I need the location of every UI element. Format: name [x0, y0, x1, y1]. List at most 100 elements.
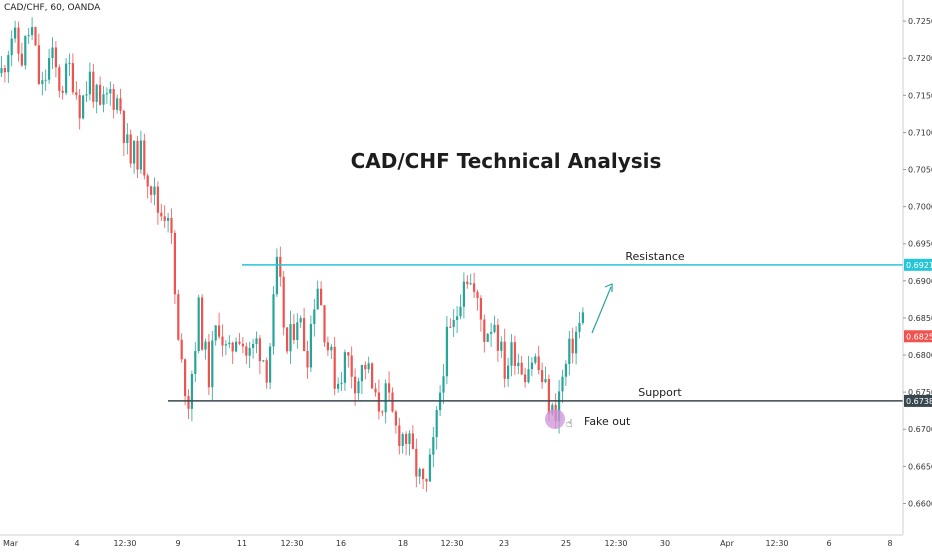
candle	[452, 309, 455, 337]
candle	[92, 63, 95, 108]
candle-body	[360, 365, 363, 382]
candle-body	[139, 140, 142, 170]
candle-body	[313, 309, 316, 325]
candle-body	[0, 68, 3, 74]
x-axis[interactable]: Mar 4 12:30 9 11 12:30 16 18 12:30 23 25 12:30 30 Apr…	[0, 534, 903, 548]
candle	[170, 208, 173, 244]
candle	[139, 130, 142, 175]
candle	[65, 58, 68, 96]
candle	[248, 341, 251, 369]
resistance-price-tag	[904, 258, 932, 271]
candle	[581, 307, 584, 325]
candle-body	[105, 93, 108, 95]
candle-body	[14, 27, 17, 39]
candle-body	[61, 90, 64, 93]
candle	[129, 129, 132, 168]
candle	[160, 204, 163, 221]
candle-body	[405, 434, 408, 444]
chart-title: CAD/CHF Technical Analysis	[351, 149, 662, 173]
candle-body	[544, 379, 547, 383]
candle	[231, 341, 234, 364]
candle-body	[99, 84, 102, 105]
candle-body	[418, 468, 421, 477]
candle	[282, 271, 285, 336]
candle-body	[231, 342, 234, 352]
candle-body	[245, 346, 248, 356]
candle	[486, 332, 489, 343]
candle	[279, 246, 282, 287]
candle	[354, 368, 357, 406]
candle-body	[326, 342, 329, 351]
candle-body	[34, 27, 37, 46]
x-tick-label: 11	[237, 539, 247, 548]
candle	[456, 305, 459, 334]
candle-body	[214, 325, 217, 341]
candle	[483, 314, 486, 353]
x-tick-label: 9	[175, 539, 180, 548]
candles-group	[0, 17, 584, 492]
x-tick-label: 12:30	[604, 539, 627, 548]
candle-body	[320, 288, 323, 306]
candle-body	[109, 89, 112, 94]
candle-body	[350, 355, 353, 377]
candle-body	[411, 433, 414, 449]
candle-body	[119, 98, 122, 111]
x-tick-label: 12:30	[440, 539, 463, 548]
y-axis[interactable]: 0.72500 0.72000 0.71500 0.71000 0.70500 0.700…	[902, 0, 932, 535]
candle-body	[269, 346, 272, 383]
candle	[122, 109, 125, 156]
projection-arrow-head	[604, 283, 613, 292]
candle-body	[143, 140, 146, 176]
y-tick-label: 0.68000	[908, 351, 932, 360]
candle-body	[398, 425, 401, 446]
candle-body	[456, 316, 459, 320]
candle	[405, 431, 408, 456]
y-tick-label: 0.68500	[908, 314, 932, 323]
candle	[391, 387, 394, 413]
candle-body	[381, 411, 384, 413]
candle-body	[337, 383, 340, 389]
candle	[58, 64, 61, 98]
candle	[357, 377, 360, 400]
candle-body	[391, 392, 394, 412]
levels-group	[168, 264, 903, 402]
candle-body	[221, 336, 224, 346]
candle-body	[374, 388, 377, 393]
candle	[153, 177, 156, 206]
candle	[275, 248, 278, 298]
candle	[61, 85, 64, 100]
candle-body	[190, 373, 193, 409]
candle	[255, 331, 258, 354]
candle-body	[207, 341, 210, 388]
candle	[422, 468, 425, 490]
support-price-tag	[904, 394, 932, 407]
candle-body	[194, 350, 197, 374]
candle-body	[394, 411, 397, 426]
candle-body	[432, 437, 435, 455]
candle-body	[41, 80, 44, 84]
candle	[561, 369, 564, 403]
candle-body	[224, 344, 227, 346]
candle	[306, 340, 309, 379]
candle	[503, 328, 506, 388]
candle-body	[163, 216, 166, 221]
candle-body	[258, 338, 261, 362]
candle	[517, 353, 520, 375]
candle-body	[133, 140, 136, 164]
candle-body	[357, 381, 360, 394]
candle-body	[476, 291, 479, 299]
candle	[374, 382, 377, 397]
candle-body	[129, 134, 132, 164]
candle-body	[58, 67, 61, 91]
candle	[88, 62, 91, 101]
candle-body	[561, 376, 564, 392]
candle-body	[92, 71, 95, 102]
candle-body	[184, 359, 187, 397]
candle	[14, 20, 17, 43]
candle	[143, 133, 146, 180]
candle-body	[235, 341, 238, 352]
candle	[228, 335, 231, 349]
projection-arrow	[591, 286, 612, 334]
